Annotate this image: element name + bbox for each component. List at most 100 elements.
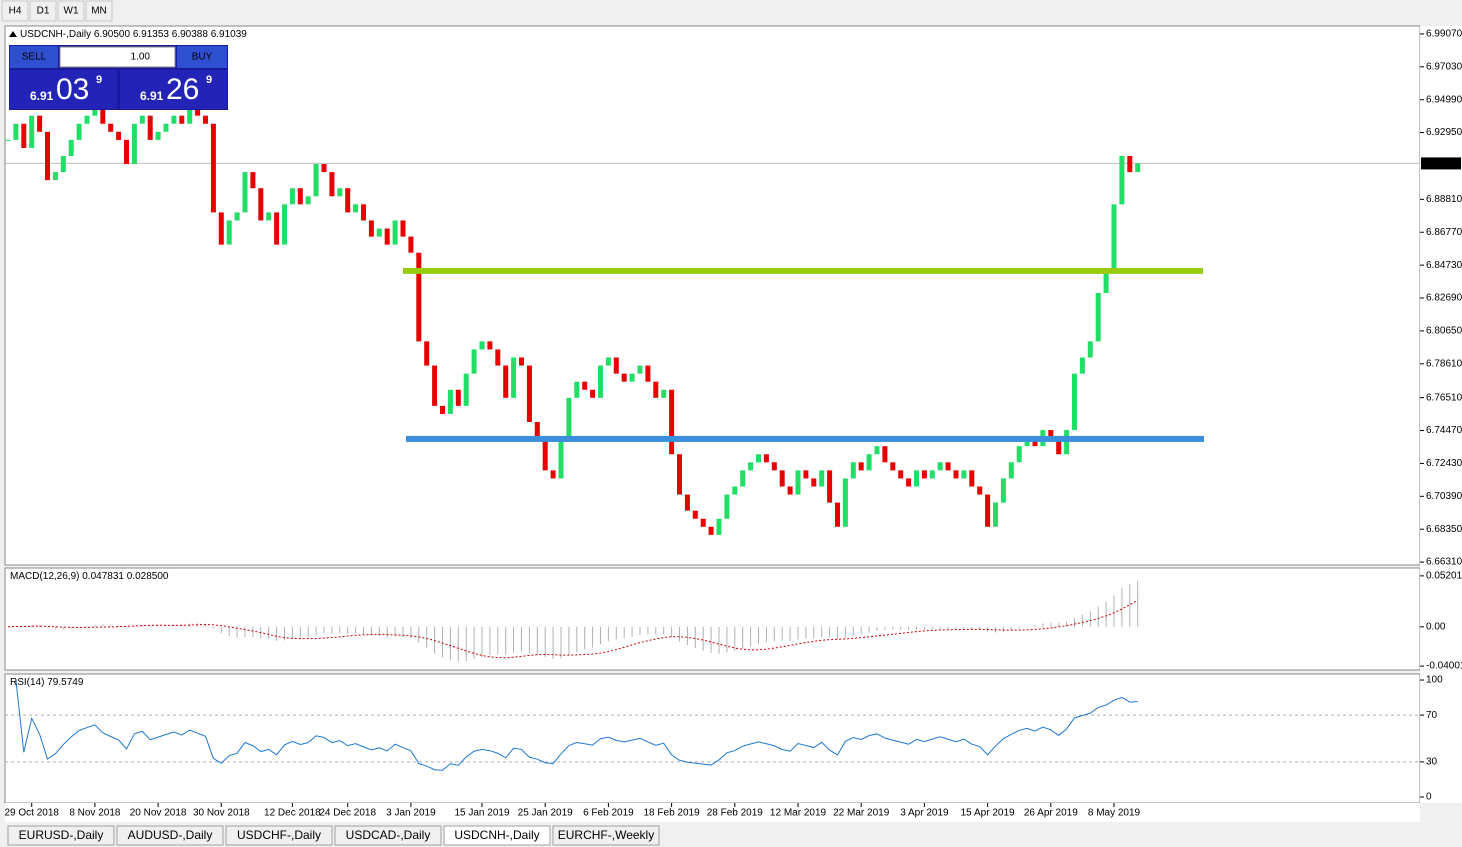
sell-button[interactable] bbox=[10, 46, 58, 68]
lots-input[interactable] bbox=[59, 46, 176, 68]
candle bbox=[179, 115, 185, 124]
timeframe-button[interactable] bbox=[85, 0, 113, 22]
timeframe-label[interactable]: D1 bbox=[37, 6, 50, 17]
macd-header-value: 0.028500 bbox=[127, 571, 169, 582]
y-tick-label: 0.00 bbox=[1426, 621, 1446, 632]
candle bbox=[92, 107, 98, 116]
candle bbox=[495, 349, 501, 366]
quote-tail[interactable]: 9 bbox=[206, 74, 212, 86]
candle bbox=[653, 381, 659, 398]
macd-header-value: MACD(12,26,9) bbox=[10, 571, 82, 582]
timeframe-button[interactable] bbox=[29, 0, 57, 22]
candle bbox=[953, 470, 959, 479]
candle bbox=[661, 389, 667, 398]
candle bbox=[692, 510, 698, 519]
quote-big[interactable]: 26 bbox=[166, 73, 199, 106]
y-tick-label: 70 bbox=[1426, 710, 1438, 721]
symbol-tab[interactable] bbox=[116, 825, 224, 846]
candle bbox=[463, 373, 469, 406]
candle bbox=[716, 518, 722, 535]
tab-label[interactable]: USDCNH-,Daily bbox=[454, 828, 539, 842]
macd-panel bbox=[4, 567, 1421, 671]
candle bbox=[147, 115, 153, 140]
candle bbox=[21, 123, 27, 148]
candle bbox=[60, 155, 66, 173]
header-value: 6.91039 bbox=[211, 29, 248, 40]
candle bbox=[677, 454, 682, 495]
symbol-tab[interactable] bbox=[225, 825, 333, 846]
candle bbox=[203, 115, 208, 124]
y-tick-label: 30 bbox=[1426, 757, 1438, 768]
candle bbox=[155, 131, 161, 140]
timeframe-button[interactable] bbox=[57, 0, 85, 22]
candle bbox=[1056, 438, 1062, 455]
quote-big[interactable]: 03 bbox=[56, 73, 89, 106]
lots-value[interactable]: 1.00 bbox=[131, 52, 151, 63]
y-tick-label: 6.82690 bbox=[1426, 293, 1462, 304]
candle bbox=[724, 494, 730, 519]
header-value: 6.90500 bbox=[94, 29, 133, 40]
candle bbox=[921, 470, 927, 479]
x-tick-label: 29 Oct 2018 bbox=[4, 808, 59, 819]
buy-button[interactable] bbox=[177, 46, 227, 68]
candle bbox=[305, 196, 311, 205]
tab-label[interactable]: EURUSD-,Daily bbox=[19, 828, 104, 842]
candle bbox=[479, 341, 485, 350]
tab-label[interactable]: USDCAD-,Daily bbox=[346, 828, 431, 842]
candle bbox=[76, 123, 82, 140]
buy-label[interactable]: BUY bbox=[192, 52, 213, 63]
candle bbox=[384, 228, 390, 245]
candle bbox=[850, 462, 856, 479]
y-tick-label: 6.68350 bbox=[1426, 524, 1462, 535]
header-value: 6.91353 bbox=[133, 29, 172, 40]
candle bbox=[218, 212, 224, 245]
candle bbox=[842, 478, 848, 527]
timeframe-label[interactable]: W1 bbox=[64, 6, 79, 17]
tab-label[interactable]: USDCHF-,Daily bbox=[237, 828, 321, 842]
candle bbox=[1024, 438, 1030, 447]
y-tick-label: 6.80650 bbox=[1426, 326, 1462, 337]
y-tick-label: 6.99070 bbox=[1426, 29, 1462, 40]
y-tick-label: 0.052015 bbox=[1426, 570, 1462, 581]
tab-label[interactable]: AUDUSD-,Daily bbox=[128, 828, 213, 842]
candle bbox=[337, 188, 343, 197]
x-tick-label: 6 Feb 2019 bbox=[583, 808, 634, 819]
candle bbox=[503, 365, 509, 398]
candle bbox=[819, 470, 825, 487]
candle bbox=[605, 357, 611, 366]
x-tick-label: 3 Apr 2019 bbox=[900, 808, 949, 819]
symbol-tab[interactable] bbox=[552, 825, 660, 846]
candle bbox=[590, 389, 596, 398]
x-tick-label: 12 Mar 2019 bbox=[770, 808, 827, 819]
candle bbox=[574, 381, 580, 398]
timeframe-label[interactable]: H4 bbox=[9, 6, 22, 17]
candle bbox=[558, 438, 564, 479]
quote-box[interactable] bbox=[10, 70, 117, 109]
current-price-box bbox=[1421, 157, 1461, 170]
candle bbox=[210, 123, 216, 213]
candle bbox=[163, 123, 169, 132]
candle bbox=[914, 470, 919, 487]
sell-label[interactable]: SELL bbox=[22, 52, 47, 63]
candle bbox=[345, 188, 351, 213]
timeframe-label[interactable]: MN bbox=[91, 6, 107, 17]
symbol-tab[interactable] bbox=[7, 825, 115, 846]
quote-head[interactable]: 6.91 bbox=[140, 89, 164, 103]
candle bbox=[1111, 204, 1117, 269]
candle bbox=[195, 107, 201, 116]
current-price-label: 6.91039 bbox=[1424, 158, 1461, 169]
quote-box[interactable] bbox=[120, 70, 227, 109]
candle bbox=[250, 172, 256, 189]
y-tick-label: 100 bbox=[1426, 675, 1443, 686]
symbol-tab[interactable] bbox=[334, 825, 442, 846]
candle bbox=[779, 470, 785, 487]
quote-head[interactable]: 6.91 bbox=[30, 89, 54, 103]
symbol-tab[interactable] bbox=[443, 825, 551, 846]
candle bbox=[787, 486, 793, 495]
quote-tail[interactable]: 9 bbox=[96, 74, 102, 86]
candle bbox=[993, 502, 998, 527]
tab-label[interactable]: EURCHF-,Weekly bbox=[558, 828, 654, 842]
candle bbox=[708, 526, 714, 535]
timeframe-button[interactable] bbox=[1, 0, 29, 22]
candle bbox=[5, 139, 11, 141]
